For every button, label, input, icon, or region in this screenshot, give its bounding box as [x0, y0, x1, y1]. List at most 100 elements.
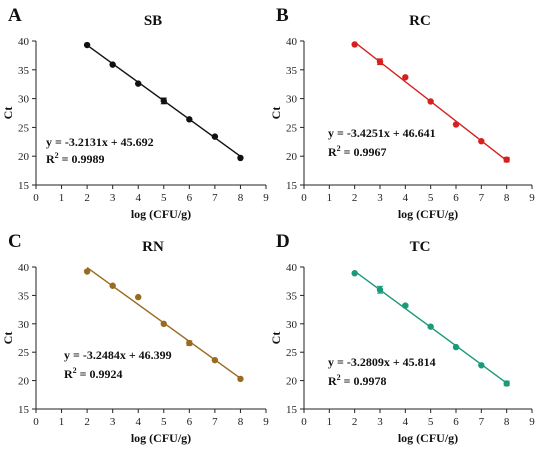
- data-point: [109, 282, 116, 289]
- y-tick-label: 15: [18, 404, 30, 416]
- r-squared-superscript: 2: [337, 373, 341, 382]
- x-tick-label: 8: [504, 192, 510, 204]
- r-squared-value: = 0.9924: [77, 367, 123, 381]
- x-axis-label: log (CFU/g): [131, 207, 191, 221]
- x-tick-label: 9: [529, 416, 535, 428]
- r-squared-value: = 0.9967: [341, 145, 387, 159]
- chart-panel-tc: D TC 15 20 25 30 35 40 0 1 2 3 4 5 6 7 8 9 log (CFU/g) Ct y …: [269, 231, 535, 445]
- x-axis-label: log (CFU/g): [131, 431, 191, 445]
- x-tick-label: 6: [453, 192, 459, 204]
- chart-title: RN: [142, 239, 164, 255]
- x-tick-label: 5: [161, 416, 167, 428]
- x-axis-label: log (CFU/g): [398, 207, 458, 221]
- y-axis-label: Ct: [1, 332, 15, 345]
- y-tick-label: 25: [18, 347, 30, 359]
- x-tick-label: 7: [479, 192, 485, 204]
- y-tick-label: 35: [18, 65, 30, 77]
- data-point: [83, 41, 91, 49]
- data-point: [478, 362, 485, 369]
- panel-letter: A: [8, 5, 22, 26]
- r-squared-label: R2 = 0.9967: [328, 144, 387, 159]
- x-tick-label: 5: [161, 192, 167, 204]
- x-tick-label: 0: [33, 416, 39, 428]
- y-tick-label: 35: [286, 65, 298, 77]
- y-tick-label: 15: [18, 180, 30, 192]
- x-tick-label: 5: [428, 192, 434, 204]
- r-squared-label: R2 = 0.9989: [46, 151, 105, 166]
- x-tick-label: 5: [428, 416, 434, 428]
- y-tick-label: 30: [18, 319, 30, 331]
- y-tick-label: 20: [18, 151, 30, 163]
- y-tick-label: 40: [18, 262, 30, 274]
- r-squared-symbol: R: [46, 152, 55, 166]
- r-squared-symbol: R: [328, 145, 337, 159]
- x-tick-label: 7: [212, 416, 218, 428]
- r-squared-superscript: 2: [73, 366, 77, 375]
- x-tick-label: 2: [352, 416, 358, 428]
- data-point: [452, 121, 460, 128]
- data-point: [237, 375, 244, 383]
- y-tick-label: 25: [286, 122, 298, 134]
- y-tick-label: 25: [18, 122, 30, 134]
- y-tick-label: 40: [286, 36, 298, 48]
- chart-panel-rc: B RC 15 20 25 30 35 40 0 1 2 3 4 5 6 7 8 9 log (CFU/g) Ct y …: [269, 5, 535, 221]
- data-point: [351, 41, 358, 48]
- y-tick-label: 30: [286, 94, 298, 106]
- data-point: [211, 133, 219, 140]
- x-tick-label: 1: [327, 192, 333, 204]
- r-squared-superscript: 2: [55, 151, 59, 160]
- data-point: [160, 97, 167, 105]
- data-point: [160, 320, 167, 327]
- x-tick-label: 2: [352, 192, 358, 204]
- data-point: [427, 323, 434, 330]
- data-point: [452, 343, 460, 351]
- panel-letter: D: [276, 231, 290, 252]
- data-point: [351, 270, 358, 277]
- data-point: [376, 286, 384, 293]
- x-tick-label: 0: [301, 416, 307, 428]
- data-point: [211, 356, 219, 364]
- x-tick-label: 3: [110, 416, 116, 428]
- data-point: [402, 74, 409, 81]
- y-tick-label: 30: [286, 319, 298, 331]
- x-tick-label: 6: [187, 416, 193, 428]
- x-tick-label: 2: [84, 416, 90, 428]
- x-tick-label: 7: [212, 192, 218, 204]
- r-squared-value: = 0.9989: [59, 152, 105, 166]
- y-tick-label: 40: [18, 36, 30, 48]
- r-squared-label: R2 = 0.9978: [328, 373, 387, 388]
- x-tick-label: 0: [301, 192, 307, 204]
- y-tick-label: 35: [18, 290, 30, 302]
- x-tick-label: 9: [263, 416, 269, 428]
- data-point: [83, 268, 91, 275]
- data-point: [237, 154, 244, 162]
- y-tick-label: 15: [286, 404, 298, 416]
- x-tick-label: 4: [135, 416, 141, 428]
- y-tick-label: 30: [18, 94, 30, 106]
- x-tick-label: 6: [187, 192, 193, 204]
- y-tick-label: 15: [286, 180, 298, 192]
- data-point: [186, 339, 193, 347]
- x-tick-label: 6: [453, 416, 459, 428]
- x-tick-label: 4: [403, 416, 409, 428]
- r-squared-label: R2 = 0.9924: [64, 366, 123, 381]
- regression-equation: y = -3.2484x + 46.399: [64, 348, 172, 362]
- x-tick-label: 3: [377, 416, 383, 428]
- y-tick-label: 20: [18, 376, 30, 388]
- data-point: [186, 116, 193, 123]
- y-tick-label: 25: [286, 347, 298, 359]
- regression-equation: y = -3.2131x + 45.692: [46, 135, 154, 149]
- r-squared-symbol: R: [328, 374, 337, 388]
- x-tick-label: 1: [59, 416, 65, 428]
- y-tick-label: 35: [286, 290, 298, 302]
- y-tick-label: 20: [286, 151, 298, 163]
- x-tick-label: 2: [84, 192, 90, 204]
- y-axis-label: Ct: [269, 332, 283, 345]
- data-point: [135, 293, 142, 301]
- chart-title: TC: [410, 239, 431, 255]
- x-tick-label: 4: [403, 192, 409, 204]
- chart-panel-sb: A SB 15 20 25 30 35 40 0 1 2 3 4 5 6 7 8 9 log (CFU/g) Ct y …: [1, 5, 269, 221]
- y-axis-label: Ct: [269, 107, 283, 120]
